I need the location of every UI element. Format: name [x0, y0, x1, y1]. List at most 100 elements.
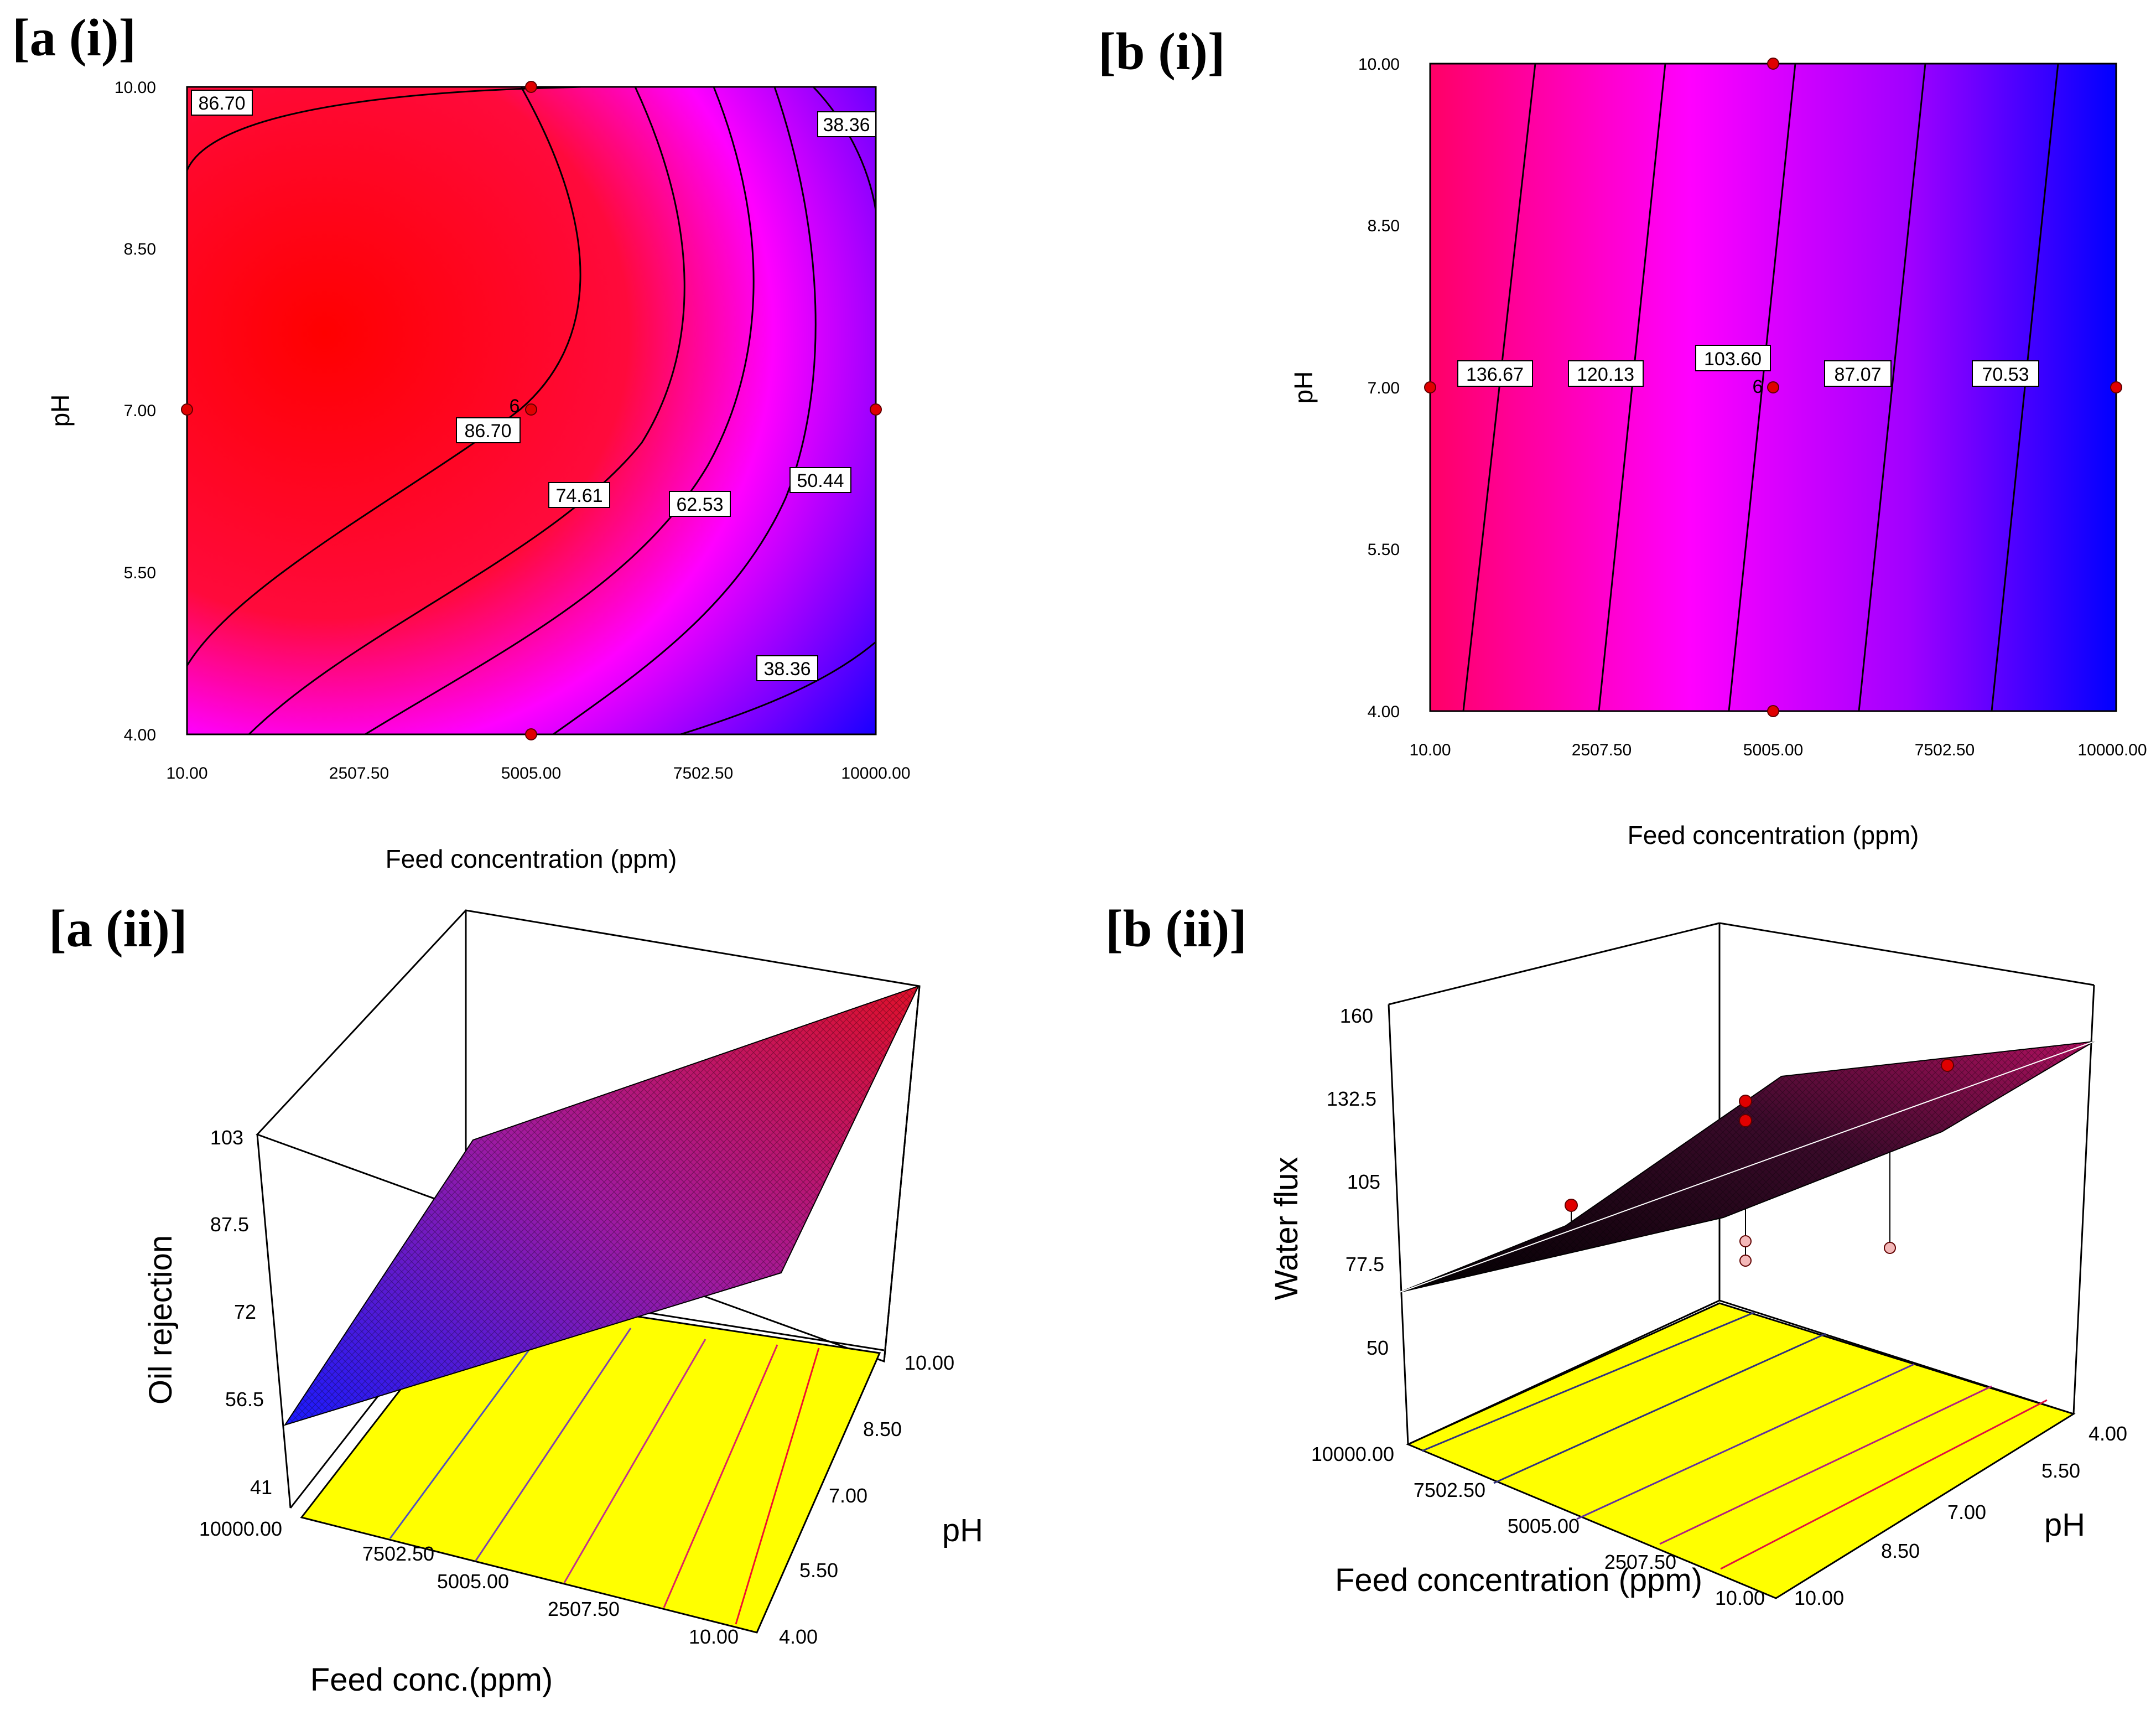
panel-label-b-i: [b (i)] [1098, 22, 1225, 81]
x-tick-label: 7502.50 [1414, 1479, 1485, 1501]
x-tick-label: 2507.50 [1604, 1551, 1676, 1573]
floor-contour-line [1720, 1399, 2048, 1570]
design-point [1565, 1199, 1578, 1212]
contour-label: 87.07 [1824, 360, 1892, 387]
y-axis-title: pH [942, 1512, 983, 1548]
z-tick-label: 132.5 [1327, 1087, 1376, 1110]
y-axis-title: pH [2044, 1507, 2085, 1543]
box-edge [1388, 922, 1720, 1006]
box-edge [256, 1134, 292, 1509]
x-axis-ticks: 10.00 2507.50 5005.00 7502.50 10000.00 [166, 764, 910, 783]
x-tick-label: 2507.50 [548, 1598, 620, 1620]
panel-b-i: [b (i)] 136.67 120.13 103.60 87.07 70.53… [1098, 22, 2147, 849]
z-axis-ticks: 103 87.5 72 56.5 41 [210, 1126, 272, 1499]
floor-contour-line [563, 1339, 706, 1583]
surface-edge [1399, 1041, 2095, 1293]
box-edge [2072, 984, 2095, 1414]
y-tick-label: 7.00 [1368, 379, 1400, 397]
design-point [525, 728, 537, 740]
svg-text:120.13: 120.13 [1577, 364, 1634, 385]
box-edge [1388, 1004, 1409, 1445]
y-tick-label: 10.00 [1794, 1587, 1844, 1609]
floor-contour-plane [1406, 1302, 2076, 1599]
y-tick-label: 8.50 [124, 240, 156, 258]
x-axis-ticks: 10000.00 7502.50 5005.00 2507.50 10.00 [1311, 1443, 1765, 1609]
svg-text:86.70: 86.70 [464, 421, 511, 442]
x-tick-label: 5005.00 [501, 764, 561, 783]
y-tick-label: 5.50 [2041, 1459, 2080, 1482]
design-point [870, 403, 882, 416]
contour-label: 136.67 [1457, 360, 1533, 387]
design-point [181, 403, 193, 416]
x-tick-label: 2507.50 [1572, 741, 1632, 759]
contour-line-87.07 [1858, 63, 1926, 712]
design-point [1739, 1095, 1752, 1108]
y-tick-label: 4.00 [1368, 703, 1400, 721]
point-count-label: 6 [510, 396, 520, 417]
panel-a-ii: [a (ii)] 103 87.5 72 56.5 41 10000.00 75… [49, 899, 983, 1698]
design-point [1941, 1059, 1954, 1072]
y-tick-label: 10.00 [115, 79, 156, 97]
y-tick-label: 10.00 [905, 1351, 954, 1374]
z-axis-title: Water flux [1269, 1157, 1305, 1300]
contour-line-38.36-bottom [680, 641, 876, 735]
y-tick-label: 4.00 [779, 1625, 818, 1648]
contour-line-86.70-top [186, 86, 581, 171]
z-tick-label: 105 [1347, 1170, 1380, 1193]
x-tick-label: 5005.00 [1508, 1515, 1580, 1537]
floor-contour-line [1493, 1333, 1826, 1484]
floor-contour-line [663, 1344, 778, 1608]
floor-contour-line [1659, 1385, 1992, 1545]
y-tick-label: 8.50 [863, 1418, 902, 1440]
z-axis-ticks: 160 132.5 105 77.5 50 [1327, 1004, 1389, 1359]
contour-label: 62.53 [669, 491, 731, 517]
z-tick-label: 50 [1367, 1336, 1389, 1359]
svg-text:103.60: 103.60 [1704, 349, 1762, 370]
panel-label-a-i: [a (i)] [12, 8, 136, 67]
x-tick-label: 10000.00 [199, 1517, 282, 1540]
floor-contour-line [475, 1328, 632, 1561]
x-tick-label: 7502.50 [1915, 741, 1975, 759]
design-point [1767, 58, 1779, 70]
y-tick-label: 10.00 [1358, 55, 1400, 74]
contour-line-38.36-top [812, 86, 877, 211]
y-axis-ticks: 4.00 5.50 7.00 8.50 10.00 [1794, 1422, 2127, 1609]
y-tick-label: 5.50 [799, 1559, 838, 1582]
svg-text:70.53: 70.53 [1982, 364, 2029, 385]
box-edge [1719, 922, 2095, 986]
y-tick-label: 7.00 [829, 1484, 867, 1507]
contour-label: 120.13 [1568, 360, 1644, 387]
contour-label: 38.36 [817, 111, 876, 137]
contour-line-136.67 [1462, 63, 1536, 712]
z-tick-label: 103 [210, 1126, 243, 1149]
x-tick-label: 2507.50 [329, 764, 389, 783]
y-tick-label: 5.50 [1368, 541, 1400, 559]
contour-label: 50.44 [789, 467, 851, 493]
floor-contour-line [1576, 1363, 1915, 1520]
x-axis-title: Feed concentration (ppm) [386, 844, 677, 873]
contour-line-86.70 [186, 86, 581, 666]
svg-text:38.36: 38.36 [823, 115, 870, 136]
x-tick-label: 5005.00 [437, 1570, 509, 1593]
design-point [1767, 381, 1779, 393]
contour-line-50.44 [553, 86, 817, 735]
x-tick-label: 10000.00 [1311, 1443, 1394, 1465]
x-tick-label: 7502.50 [673, 764, 733, 783]
point-count-label: 6 [1753, 376, 1763, 397]
panel-label-a-ii: [a (ii)] [49, 899, 188, 958]
svg-text:86.70: 86.70 [198, 93, 245, 114]
z-axis-title: Oil rejection [143, 1235, 179, 1405]
panel-b-ii: [b (ii)] 160 132.5 [1105, 899, 2127, 1609]
x-tick-label: 10.00 [689, 1625, 739, 1648]
y-axis-ticks: 10.00 8.50 7.00 5.50 4.00 [115, 79, 156, 744]
y-tick-label: 4.00 [2089, 1422, 2127, 1445]
svg-text:87.07: 87.07 [1834, 364, 1881, 385]
contour-label: 86.70 [456, 417, 521, 443]
contour-line-120.13 [1598, 63, 1666, 712]
y-tick-label: 5.50 [124, 564, 156, 582]
x-tick-label: 10.00 [1715, 1587, 1765, 1609]
design-point-below [1739, 1255, 1752, 1267]
x-tick-label: 10000.00 [2077, 741, 2147, 759]
y-axis-ticks: 10.00 8.50 7.00 5.50 4.00 [1358, 55, 1400, 721]
